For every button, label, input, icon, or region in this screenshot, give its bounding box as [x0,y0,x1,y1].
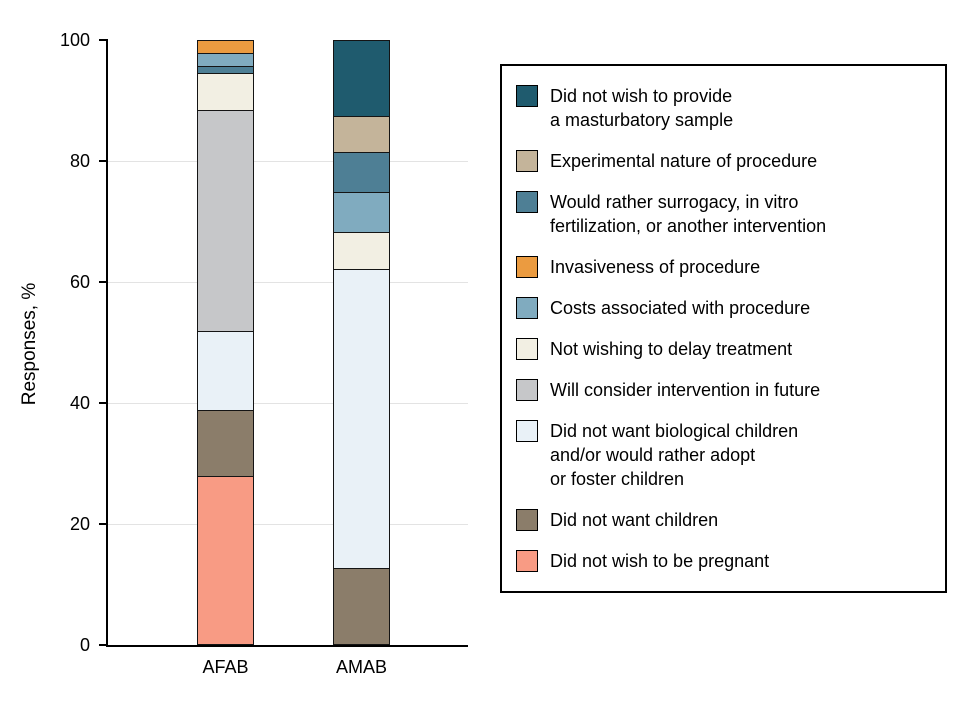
bar-segment [334,192,389,233]
legend-item: Did not want biological children and/or … [516,419,931,491]
y-axis-tick-label: 40 [69,393,90,413]
bar-segment [198,72,253,110]
legend-label: Experimental nature of procedure [550,151,818,171]
legend-label: Did not wish to be pregnant [550,551,770,571]
legend-swatch [516,550,538,572]
bar-segment [198,409,253,477]
bar-segment [198,52,253,66]
bar-segment [334,115,389,153]
y-axis-tick-label: 0 [79,635,90,655]
bar-segment [334,152,389,193]
x-label-afab: AFAB [202,657,249,677]
legend-label: Did not want children [550,510,719,530]
y-axis-tick [99,402,108,404]
legend-swatch [516,256,538,278]
bar-amab [333,40,390,645]
legend-swatch [516,379,538,401]
legend-item: Did not wish to be pregnant [516,549,931,573]
y-axis-tick-label: 60 [69,272,90,292]
gridline [108,161,468,162]
legend-swatch [516,191,538,213]
bar-segment [334,568,389,644]
y-axis-title: Responses, % [19,282,40,406]
legend-item: Will consider intervention in future [516,378,931,402]
legend-item: Costs associated with procedure [516,296,931,320]
legend-label: Costs associated with procedure [550,298,811,318]
legend-swatch [516,509,538,531]
bar-segment [198,476,253,644]
y-axis-tick [99,281,108,283]
x-label-amab: AMAB [335,657,387,677]
y-axis-tick-label: 80 [69,151,90,171]
legend-item: Not wishing to delay treatment [516,337,931,361]
y-axis-tick-label: 20 [69,514,90,534]
legend-swatch [516,150,538,172]
legend-item: Did not want children [516,508,931,532]
legend-label: Would rather surrogacy, in vitro fertili… [550,192,827,236]
legend-item: Experimental nature of procedure [516,149,931,173]
legend-label: Invasiveness of procedure [550,257,761,277]
bar-segment [334,232,389,269]
y-axis-tick [99,39,108,41]
gridline [108,403,468,404]
bar-segment [198,331,253,410]
legend-swatch [516,338,538,360]
plot-area: AFAB AMAB 0 20 40 60 80 100 [60,31,468,677]
legend: Did not wish to provide a masturbatory s… [500,64,947,593]
y-axis-tick [99,523,108,525]
bar-afab [197,40,254,645]
legend-swatch [516,85,538,107]
gridline [108,282,468,283]
bar-segment [334,268,389,569]
bar-segment [198,41,253,53]
y-axis-tick [99,644,108,646]
y-axis-tick [99,160,108,162]
y-axis-tick-label: 100 [59,30,90,50]
legend-item: Did not wish to provide a masturbatory s… [516,84,931,132]
legend-label: Will consider intervention in future [550,380,821,400]
legend-swatch [516,420,538,442]
legend-label: Not wishing to delay treatment [550,339,793,359]
bar-segment [334,41,389,116]
legend-item: Would rather surrogacy, in vitro fertili… [516,190,931,238]
gridline [108,524,468,525]
legend-item: Invasiveness of procedure [516,255,931,279]
legend-label: Did not want biological children and/or … [550,421,799,489]
legend-label: Did not wish to provide a masturbatory s… [550,86,734,130]
bar-segment [198,65,253,73]
bar-segment [198,109,253,332]
legend-swatch [516,297,538,319]
